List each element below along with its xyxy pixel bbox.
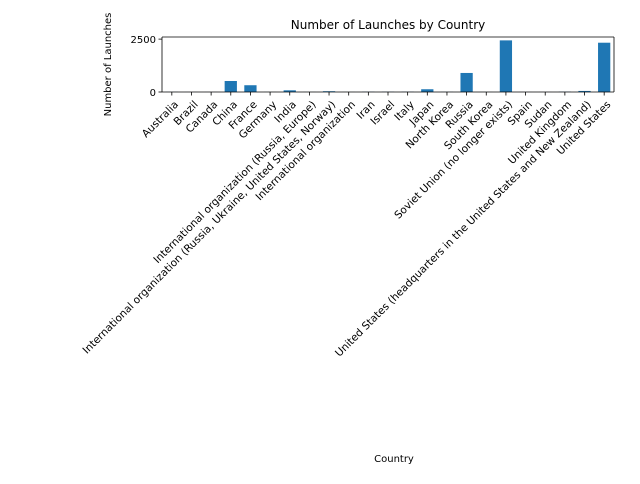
bar xyxy=(421,89,433,92)
chart-title: Number of Launches by Country xyxy=(291,18,486,32)
x-tick-label: International organization (Russia, Ukra… xyxy=(81,99,339,357)
x-ticks: AustraliaBrazilCanadaChinaFranceGermanyI… xyxy=(81,92,614,359)
bar xyxy=(460,73,472,92)
bar xyxy=(225,81,237,92)
bars xyxy=(166,40,611,92)
bar xyxy=(244,85,256,92)
x-axis-label: Country xyxy=(374,454,414,465)
y-ticks: 0 2500 xyxy=(131,35,162,99)
y-tick-label: 0 xyxy=(150,88,156,99)
y-tick-label: 2500 xyxy=(131,35,156,46)
y-axis-label: Number of Launches xyxy=(103,13,114,117)
bar xyxy=(598,43,610,92)
bar xyxy=(500,40,512,92)
